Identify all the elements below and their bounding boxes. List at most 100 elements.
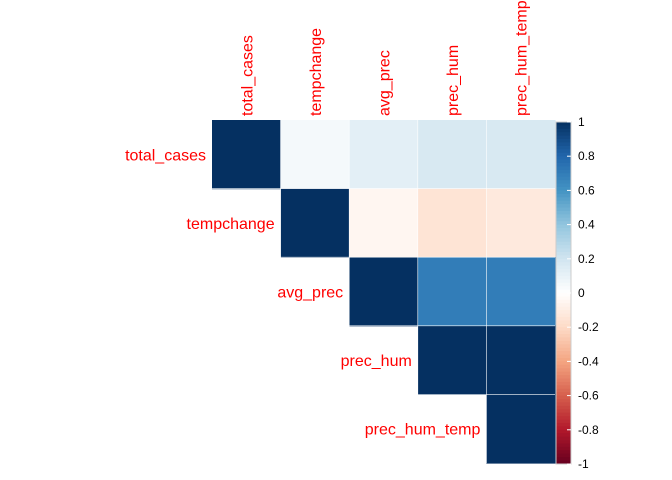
color-legend-step <box>556 214 571 219</box>
color-legend-step <box>556 255 571 260</box>
color-legend-step <box>556 265 571 270</box>
color-legend-step <box>556 272 571 277</box>
color-legend-step <box>556 316 571 321</box>
color-legend-tick-label: 0.2 <box>578 252 595 266</box>
color-legend-step <box>556 337 571 342</box>
row-label-prec_hum_temp: prec_hum_temp <box>365 422 481 439</box>
color-legend-step <box>556 183 571 188</box>
heatmap-cell-tempchange-tempchange <box>280 188 350 258</box>
color-legend-step <box>556 193 571 198</box>
color-legend-step <box>556 125 571 130</box>
heatmap-cell-total_cases-avg_prec <box>349 120 419 190</box>
column-label-total_cases: total_cases <box>239 35 256 116</box>
color-legend-step <box>556 197 571 202</box>
color-legend-step <box>556 436 571 441</box>
color-legend-bar <box>556 122 571 465</box>
heatmap-cell-tempchange-avg_prec <box>349 188 419 258</box>
color-legend-step <box>556 210 571 215</box>
color-legend-step <box>556 460 571 465</box>
color-legend-step <box>556 440 571 444</box>
color-legend-step <box>556 306 571 311</box>
color-legend-step <box>556 405 571 410</box>
color-legend-step <box>556 279 571 284</box>
column-labels: total_cases tempchange avg_prec prec_hum pre… <box>239 0 530 116</box>
color-legend-step <box>556 122 571 126</box>
color-legend: 1 0.8 0.6 0.4 0.2 0 -0.2 -0.4 -0.6 -0.8 -1 <box>555 115 599 471</box>
color-legend-step <box>556 289 571 294</box>
color-legend-step <box>556 262 571 267</box>
heatmap-cell-tempchange-prec_hum <box>417 188 487 258</box>
color-legend-step <box>556 217 571 222</box>
color-legend-tick-label: 0.6 <box>578 183 595 197</box>
row-label-prec_hum: prec_hum <box>341 353 412 370</box>
heatmap-cell-avg_prec-avg_prec <box>349 257 419 327</box>
color-legend-step <box>556 453 571 458</box>
color-legend-step <box>556 412 571 417</box>
color-legend-step <box>556 446 571 451</box>
color-legend-step <box>556 457 571 461</box>
color-legend-step <box>556 361 571 366</box>
color-legend-step <box>556 128 571 133</box>
color-legend-tick-label: -0.8 <box>578 423 599 437</box>
color-legend-step <box>556 422 571 427</box>
color-legend-step <box>556 228 571 232</box>
color-legend-step <box>556 433 571 438</box>
color-legend-tick-label: 0.8 <box>578 149 595 163</box>
color-legend-step <box>556 173 571 178</box>
color-legend-tick-label: -0.6 <box>578 389 599 403</box>
color-legend-step <box>556 269 571 273</box>
heatmap-cell-total_cases-prec_hum_temp <box>486 120 556 190</box>
color-legend-step <box>556 368 571 373</box>
color-legend-tick-label: 1 <box>578 115 585 129</box>
color-legend-step <box>556 156 571 161</box>
row-label-tempchange: tempchange <box>187 216 275 233</box>
color-legend-step <box>556 320 571 325</box>
color-legend-step <box>556 132 571 137</box>
color-legend-step <box>556 282 571 287</box>
row-label-total_cases: total_cases <box>125 147 206 164</box>
color-legend-step <box>556 200 571 205</box>
color-legend-step <box>556 303 571 308</box>
column-label-prec_hum: prec_hum <box>445 45 462 116</box>
color-legend-step <box>556 231 571 236</box>
color-legend-step <box>556 149 571 154</box>
color-legend-step <box>556 354 571 359</box>
color-legend-step <box>556 313 571 318</box>
color-legend-step <box>556 245 571 249</box>
color-legend-step <box>556 186 571 191</box>
heatmap-cell-total_cases-tempchange <box>280 120 350 190</box>
color-legend-step <box>556 251 571 256</box>
color-legend-step <box>556 402 571 407</box>
color-legend-step <box>556 450 571 455</box>
color-legend-step <box>556 234 571 239</box>
heatmap-cell-total_cases-prec_hum <box>417 120 487 190</box>
color-legend-step <box>556 221 571 225</box>
color-legend-step <box>556 409 571 414</box>
row-labels: total_cases tempchange avg_prec prec_humpre… <box>125 147 480 438</box>
color-legend-step <box>556 351 571 355</box>
color-legend-step <box>556 241 571 246</box>
color-legend-step <box>556 296 571 301</box>
color-legend-step <box>556 347 571 352</box>
color-legend-step <box>556 190 571 195</box>
color-legend-step <box>556 248 571 253</box>
color-legend-step <box>556 176 571 181</box>
color-legend-tick-label: 0.4 <box>578 218 595 232</box>
color-legend-step <box>556 207 571 212</box>
color-legend-step <box>556 443 571 448</box>
color-legend-step <box>556 169 571 174</box>
color-legend-step <box>556 340 571 345</box>
color-legend-step <box>556 395 571 400</box>
color-legend-step <box>556 426 571 431</box>
color-legend-step <box>556 204 571 208</box>
column-label-prec_hum_temp: prec_hum_temp <box>514 0 531 116</box>
color-legend-step <box>556 163 571 167</box>
color-legend-step <box>556 299 571 304</box>
color-legend-step <box>556 344 571 349</box>
color-legend-step <box>556 258 571 263</box>
color-legend-step <box>556 357 571 362</box>
color-legend-step <box>556 378 571 383</box>
color-legend-step <box>556 323 571 328</box>
color-legend-step <box>556 375 571 379</box>
